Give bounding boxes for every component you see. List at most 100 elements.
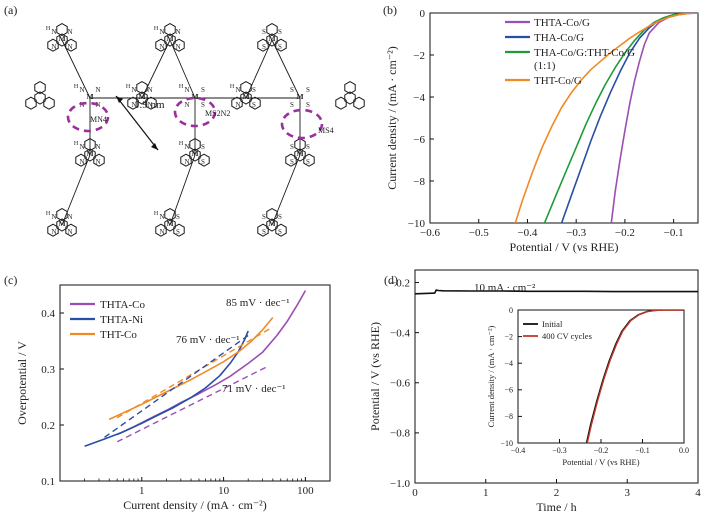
x-tick-label: 2 <box>554 487 560 499</box>
benzene-ring <box>43 96 55 110</box>
atom-label: H <box>230 84 235 90</box>
atom-label: H <box>74 141 79 147</box>
atom-label: N <box>235 101 240 109</box>
benzene-ring <box>56 23 68 37</box>
x-tick-label: −0.6 <box>420 227 440 239</box>
x-tick-label: −0.3 <box>566 227 586 239</box>
benzene-ring <box>56 33 68 47</box>
panel-c-tafel-chart: (c) 1 10 100 0.1 0.2 0.3 0.4 Current density / … <box>4 273 331 512</box>
atom-label: S <box>262 228 266 236</box>
atom-label: H <box>154 211 159 217</box>
benzene-ring <box>303 153 315 167</box>
benzene-ring <box>275 223 287 237</box>
y-tick-label: 0.4 <box>41 308 55 320</box>
series-line-tht-co-g <box>514 13 698 223</box>
benzene-ring <box>93 153 105 167</box>
series-line-tha-co-g-tht-co-g <box>543 13 698 223</box>
benzene-ring <box>344 91 356 105</box>
tafel-slope-label-tht-co: 85 mV · dec⁻¹ <box>226 297 290 309</box>
y-tick-label: −0.6 <box>390 378 410 390</box>
y-tick-label: −10 <box>408 218 426 230</box>
atom-label: N <box>184 143 189 151</box>
y-tick-label: −4 <box>504 359 513 368</box>
benzene-ring <box>47 223 59 237</box>
site-label-ms2n2: MS2N2 <box>205 109 230 118</box>
x-axis-label: Time / h <box>536 500 576 514</box>
atom-label: S <box>201 158 205 166</box>
benzene-ring <box>353 96 365 110</box>
atom-label: S <box>278 213 282 221</box>
inset-chart: −0.4 −0.3 −0.2 −0.1 0.0 0 −2 −4 −6 −8 −10 Potential… <box>486 306 689 467</box>
framework-bond <box>61 154 91 226</box>
atom-label: S <box>252 101 256 109</box>
benzene-ring <box>34 91 46 105</box>
benzene-ring <box>65 38 77 52</box>
x-tick-label: −0.2 <box>594 446 609 455</box>
x-tick-label: 10 <box>218 485 230 497</box>
atom-label: N <box>79 101 84 109</box>
atom-label: N <box>51 228 56 236</box>
benzene-ring <box>189 148 201 162</box>
atom-label: H <box>46 211 51 217</box>
y-tick-label: 0 <box>509 306 513 315</box>
x-tick-label: −0.5 <box>469 227 489 239</box>
atom-label: N <box>175 43 180 51</box>
active-site-highlight <box>280 108 324 140</box>
metal-atom-label: M <box>242 92 249 101</box>
benzene-ring <box>136 91 148 105</box>
atom-label: S <box>176 213 180 221</box>
y-tick-label: 0.3 <box>41 364 55 376</box>
inset-legend-entry: Initial <box>542 319 563 329</box>
active-site-highlight <box>66 101 110 133</box>
x-tick-label: −0.4 <box>511 446 526 455</box>
series-line-400-cv-cycles <box>586 310 684 443</box>
atom-label: N <box>67 28 72 36</box>
x-tick-label: 100 <box>297 485 314 497</box>
plot-frame <box>429 12 699 224</box>
y-tick-label: −6 <box>413 134 425 146</box>
metal-atom-label: M <box>268 34 275 43</box>
y-tick-label: −0.8 <box>390 428 410 440</box>
benzene-ring <box>127 96 139 110</box>
y-tick-label: −10 <box>500 439 513 448</box>
atom-label: N <box>67 213 72 221</box>
atom-label: N <box>159 43 164 51</box>
atom-label: N <box>235 86 240 94</box>
atom-label: N <box>79 143 84 151</box>
x-tick-label: −0.1 <box>635 446 650 455</box>
legend-entry: THT-Co <box>100 329 137 341</box>
x-tick-label: 4 <box>695 487 701 499</box>
y-axis-label: Current density / (mA · cm⁻²) <box>486 325 496 427</box>
atom-label: S <box>306 143 310 151</box>
atom-label: S <box>278 43 282 51</box>
y-tick-label: 0.1 <box>41 476 55 488</box>
benzene-ring <box>231 96 243 110</box>
atom-label: S <box>290 158 294 166</box>
atom-label: S <box>262 213 266 221</box>
benzene-ring <box>240 81 252 95</box>
tafel-fit-line <box>116 365 269 443</box>
atom-label: S <box>201 101 205 109</box>
x-tick-label: −0.3 <box>552 446 567 455</box>
x-axis-label: Potential / V (vs RHE) <box>510 240 619 254</box>
atom-label: S <box>176 228 180 236</box>
benzene-ring <box>257 223 269 237</box>
benzene-ring <box>285 153 297 167</box>
x-tick-label: 0 <box>412 487 418 499</box>
metal-atom-label: M <box>191 92 198 101</box>
series-line-tha-co-g <box>560 13 698 223</box>
benzene-ring <box>75 153 87 167</box>
atom-label: N <box>51 28 56 36</box>
atom-label: N <box>67 228 72 236</box>
metal-atom-label: M <box>268 219 275 228</box>
atom-label: N <box>95 86 100 94</box>
atom-label: H <box>179 141 184 147</box>
benzene-ring <box>25 96 37 110</box>
atom-label: S <box>252 86 256 94</box>
benzene-ring <box>266 33 278 47</box>
benzene-ring <box>155 223 167 237</box>
panel-d-label: (d) <box>384 273 398 287</box>
panel-c-label: (c) <box>4 273 17 287</box>
framework-bond <box>245 39 273 99</box>
panel-b-polarization-chart: (b) −0.6 −0.5 −0.4 −0.3 −0.2 −0.1 0 −2 −4 −6 −8 −10… <box>383 3 699 254</box>
